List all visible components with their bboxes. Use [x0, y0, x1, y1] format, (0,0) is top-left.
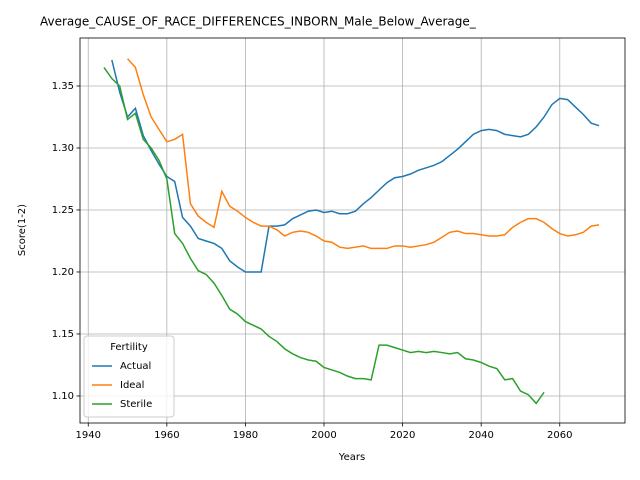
x-tick-label: 2040 — [468, 430, 493, 441]
data-line — [126, 58, 600, 250]
legend-label: Actual — [120, 361, 151, 372]
y-tick-label: 1.35 — [52, 81, 74, 92]
legend-title: Fertility — [110, 342, 148, 353]
y-axis-label: Score(1-2) — [17, 204, 28, 256]
x-tick-label: 2000 — [311, 430, 336, 441]
data-line — [103, 66, 545, 405]
y-tick-label: 1.20 — [52, 267, 74, 278]
y-tick-label: 1.15 — [52, 329, 74, 340]
x-tick-label: 2020 — [390, 430, 415, 441]
x-tick-label: 1940 — [76, 430, 101, 441]
y-tick-label: 1.30 — [52, 143, 74, 154]
data-line — [111, 59, 600, 273]
plot-frame — [79, 37, 626, 424]
x-tick-label: 1960 — [154, 430, 179, 441]
y-tick-label: 1.25 — [52, 205, 74, 216]
x-axis-label: Years — [338, 452, 365, 463]
legend-label: Sterile — [120, 399, 152, 410]
x-tick-label: 2060 — [547, 430, 572, 441]
chart-title: Average_CAUSE_OF_RACE_DIFFERENCES_INBORN… — [40, 15, 477, 29]
y-tick-label: 1.10 — [52, 391, 74, 402]
x-tick-label: 1980 — [233, 430, 258, 441]
legend-label: Ideal — [120, 380, 144, 391]
legend-box — [83, 335, 175, 418]
